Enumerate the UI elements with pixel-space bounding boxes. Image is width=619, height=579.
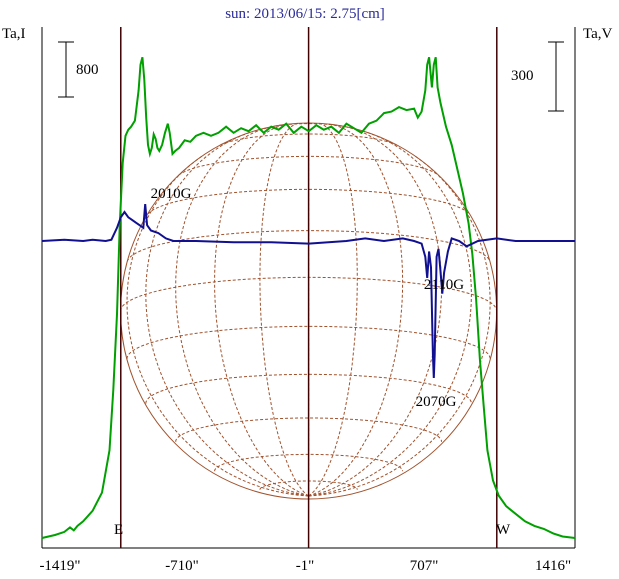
limb-lines [120, 27, 498, 548]
x-tick-label: -1" [296, 558, 315, 574]
x-tick-labels: -1419" -710" -1" 707" 1416" [39, 558, 571, 574]
annotation-label: 2010G [151, 186, 192, 202]
disk-parallel [147, 188, 470, 215]
series-intensity-line [41, 56, 576, 539]
disk-meridian [126, 155, 309, 497]
series-polarization-line [41, 204, 575, 379]
x-tick-label: -710" [165, 558, 199, 574]
annotation-label: 2070G [416, 394, 457, 410]
disk-meridian [308, 131, 472, 497]
scale-bar-left-label: 800 [76, 62, 99, 78]
disk-meridian [308, 122, 358, 497]
limb-label-west: W [496, 522, 511, 538]
y-left-label: Ta,I [2, 26, 26, 42]
disk-meridian [308, 125, 443, 497]
disk-meridian [259, 122, 309, 497]
scale-bar-right [548, 41, 564, 112]
limb-label-east: E [114, 522, 123, 538]
annotations: 2010G 2110G 2070G [151, 186, 465, 410]
disk-parallel [220, 133, 397, 146]
disk-meridian [175, 125, 309, 497]
x-tick-label: 707" [410, 558, 439, 574]
disk-meridian [214, 123, 309, 497]
disk-parallel [145, 373, 472, 404]
series-group [41, 56, 576, 539]
scale-bar-right-label: 300 [511, 68, 534, 84]
y-right-label: Ta,V [583, 26, 613, 42]
disk-parallel [175, 417, 442, 442]
scale-bar-left [58, 41, 74, 98]
disk-meridian [308, 123, 404, 497]
disk-meridian [308, 155, 491, 497]
x-tick-label: 1416" [535, 558, 571, 574]
disk-parallel [126, 325, 491, 359]
chart-title: sun: 2013/06/15: 2.75[cm] [225, 6, 385, 22]
x-tick-label: -1419" [39, 558, 80, 574]
annotation-label: 2110G [424, 277, 464, 293]
